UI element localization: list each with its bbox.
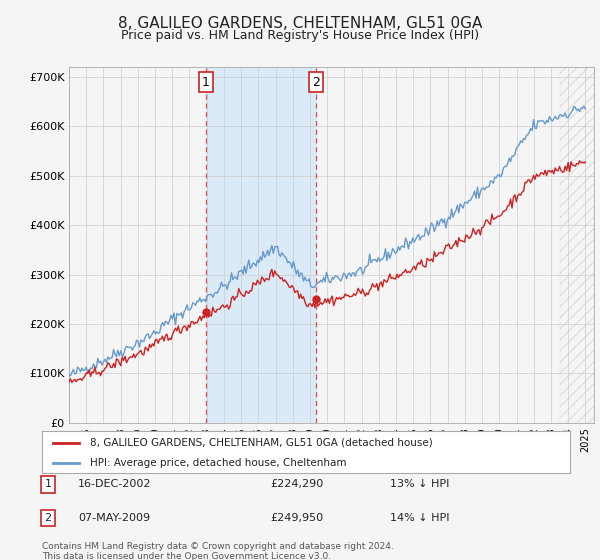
Text: 8, GALILEO GARDENS, CHELTENHAM, GL51 0GA: 8, GALILEO GARDENS, CHELTENHAM, GL51 0GA — [118, 16, 482, 31]
Text: Contains HM Land Registry data © Crown copyright and database right 2024.
This d: Contains HM Land Registry data © Crown c… — [42, 542, 394, 560]
Bar — [206, 67, 316, 423]
Text: 8, GALILEO GARDENS, CHELTENHAM, GL51 0GA (detached house): 8, GALILEO GARDENS, CHELTENHAM, GL51 0GA… — [89, 438, 432, 448]
Text: 07-MAY-2009: 07-MAY-2009 — [78, 513, 150, 523]
Text: 2: 2 — [44, 513, 52, 523]
Text: 1: 1 — [202, 76, 210, 88]
Text: 16-DEC-2002: 16-DEC-2002 — [78, 479, 151, 489]
Text: 13% ↓ HPI: 13% ↓ HPI — [390, 479, 449, 489]
Text: 14% ↓ HPI: 14% ↓ HPI — [390, 513, 449, 523]
Text: £224,290: £224,290 — [270, 479, 323, 489]
Text: 1: 1 — [44, 479, 52, 489]
Text: 2: 2 — [312, 76, 320, 88]
Text: £249,950: £249,950 — [270, 513, 323, 523]
Text: Price paid vs. HM Land Registry's House Price Index (HPI): Price paid vs. HM Land Registry's House … — [121, 29, 479, 42]
Text: HPI: Average price, detached house, Cheltenham: HPI: Average price, detached house, Chel… — [89, 458, 346, 468]
